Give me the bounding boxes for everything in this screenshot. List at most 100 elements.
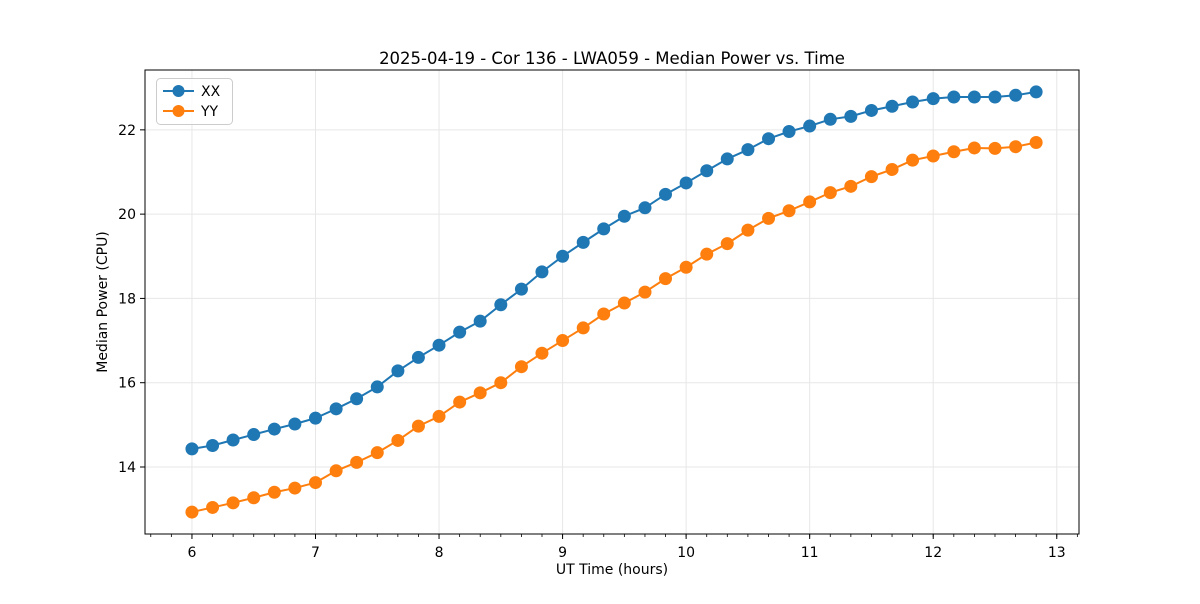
data-point-xx	[226, 433, 240, 447]
data-point-yy	[329, 464, 343, 478]
x-tick-label: 6	[187, 545, 196, 561]
data-point-yy	[267, 485, 281, 499]
data-point-xx	[638, 201, 652, 215]
data-point-xx	[432, 338, 446, 352]
legend: XX YY	[156, 78, 233, 125]
data-point-yy	[556, 334, 570, 348]
data-point-yy	[741, 223, 755, 237]
x-axis-label: UT Time (hours)	[556, 562, 668, 578]
x-tick-label: 7	[311, 545, 320, 561]
data-point-xx	[350, 392, 364, 406]
data-point-xx	[885, 99, 899, 113]
data-point-yy	[762, 211, 776, 225]
data-point-yy	[597, 307, 611, 321]
data-point-yy	[988, 141, 1002, 155]
legend-label-yy: YY	[200, 104, 219, 120]
data-point-yy	[782, 204, 796, 218]
data-point-xx	[206, 438, 220, 452]
x-tick-label: 12	[924, 545, 942, 561]
data-point-yy	[864, 170, 878, 184]
plot-border	[144, 69, 1080, 535]
data-point-xx	[535, 265, 549, 279]
data-point-yy	[288, 481, 302, 495]
data-point-xx	[514, 282, 528, 296]
x-tick-label: 13	[1048, 545, 1066, 561]
data-point-xx	[1009, 88, 1023, 102]
legend-label-xx: XX	[201, 84, 221, 100]
y-tick-label: 20	[118, 207, 136, 223]
data-point-xx	[556, 249, 570, 263]
y-tick-label: 16	[118, 376, 136, 392]
series-xx	[185, 85, 1043, 456]
x-tick-label: 8	[435, 545, 444, 561]
data-point-yy	[926, 149, 940, 163]
series-yy	[185, 135, 1043, 519]
data-point-yy	[1029, 135, 1043, 149]
y-axis-label: Median Power (CPU)	[95, 231, 111, 373]
data-point-yy	[679, 260, 693, 274]
data-point-yy	[514, 360, 528, 374]
series-line-xx	[191, 90, 1037, 450]
data-point-xx	[658, 187, 672, 201]
axes	[140, 69, 1080, 539]
data-point-yy	[658, 272, 672, 286]
data-point-xx	[926, 92, 940, 106]
data-point-xx	[823, 112, 837, 126]
grid-lines	[145, 70, 1079, 534]
series-line-yy	[191, 141, 1037, 514]
data-point-yy	[576, 321, 590, 335]
data-point-yy	[700, 247, 714, 261]
data-point-yy	[823, 186, 837, 200]
data-point-yy	[226, 496, 240, 510]
data-point-xx	[700, 164, 714, 178]
tick-labels: 6 7 8 9 10 11 12 13 14 16 18 20 22	[118, 123, 1066, 561]
data-point-xx	[947, 90, 961, 104]
data-point-xx	[617, 209, 631, 223]
data-point-yy	[432, 409, 446, 423]
data-point-xx	[453, 325, 467, 339]
legend-frame	[156, 78, 233, 125]
data-point-xx	[967, 90, 981, 104]
data-point-yy	[720, 237, 734, 251]
x-tick-label: 10	[677, 545, 695, 561]
data-point-xx	[329, 402, 343, 416]
data-point-xx	[762, 132, 776, 146]
data-point-xx	[411, 350, 425, 364]
data-point-xx	[288, 417, 302, 431]
data-point-yy	[844, 179, 858, 193]
data-point-xx	[185, 442, 199, 456]
y-tick-label: 22	[118, 123, 136, 139]
data-point-xx	[844, 109, 858, 123]
legend-marker-xx	[172, 85, 185, 97]
data-series	[185, 85, 1043, 519]
data-point-xx	[720, 152, 734, 166]
data-point-yy	[391, 433, 405, 447]
data-point-yy	[350, 455, 364, 469]
data-point-yy	[247, 491, 261, 505]
data-point-yy	[411, 419, 425, 433]
x-tick-label: 9	[558, 545, 567, 561]
data-point-yy	[638, 285, 652, 299]
legend-entry-xx: XX	[163, 84, 221, 100]
data-point-yy	[453, 395, 467, 409]
data-point-xx	[494, 298, 508, 312]
chart-title: 2025-04-19 - Cor 136 - LWA059 - Median P…	[379, 49, 845, 68]
data-point-xx	[391, 364, 405, 378]
data-point-xx	[864, 103, 878, 117]
data-point-yy	[617, 296, 631, 310]
data-point-yy	[473, 386, 487, 400]
data-point-xx	[370, 380, 384, 394]
data-point-xx	[803, 119, 817, 133]
data-point-xx	[906, 95, 920, 109]
data-point-xx	[473, 314, 487, 328]
data-point-yy	[206, 500, 220, 514]
y-tick-label: 14	[118, 460, 136, 476]
data-point-yy	[185, 505, 199, 519]
data-point-xx	[576, 235, 590, 249]
data-point-yy	[906, 153, 920, 167]
data-point-xx	[988, 90, 1002, 104]
data-point-xx	[782, 125, 796, 139]
legend-entry-yy: YY	[163, 104, 219, 120]
